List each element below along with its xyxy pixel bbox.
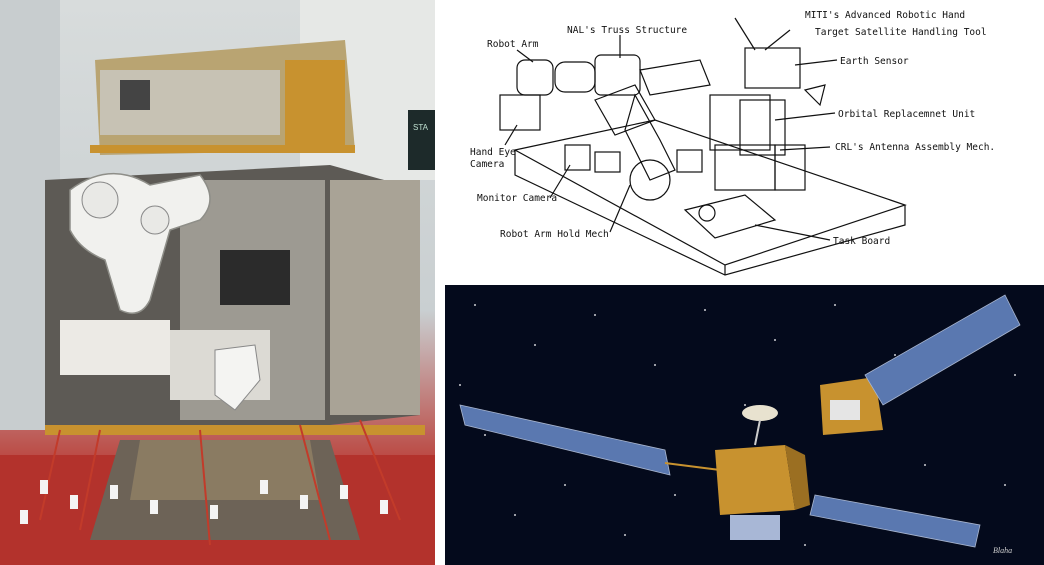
satellite-photo-drawing: STA	[0, 0, 435, 565]
label-robot-arm: Robot Arm	[487, 39, 539, 50]
label-crl: CRL's Antenna Assembly Mech.	[835, 142, 995, 153]
label-monitor-camera: Monitor Camera	[477, 193, 557, 204]
label-hand-eye-1: Hand Eye	[470, 147, 516, 158]
label-hand-eye-2: Camera	[470, 159, 504, 170]
label-target-tool: Target Satellite Handling Tool	[815, 27, 987, 38]
space-illustration: Blaha	[445, 285, 1044, 565]
wall-sign-text: STA	[413, 123, 429, 132]
diagram-drawing: Robot Arm NAL's Truss Structure MITI's A…	[470, 10, 995, 276]
label-earth-sensor: Earth Sensor	[840, 56, 909, 67]
satellite-photo: STA	[0, 0, 435, 565]
labeled-diagram: Robot Arm NAL's Truss Structure MITI's A…	[445, 0, 1044, 278]
label-nal-truss: NAL's Truss Structure	[567, 25, 687, 36]
space-illustration-drawing: Blaha	[459, 294, 1021, 555]
label-hold-mech: Robot Arm Hold Mech	[500, 229, 609, 240]
label-task-board: Task Board	[833, 236, 890, 247]
artist-signature: Blaha	[993, 546, 1012, 555]
label-miti-hand: MITI's Advanced Robotic Hand	[805, 10, 965, 21]
label-oru: Orbital Replacemnet Unit	[838, 109, 975, 120]
